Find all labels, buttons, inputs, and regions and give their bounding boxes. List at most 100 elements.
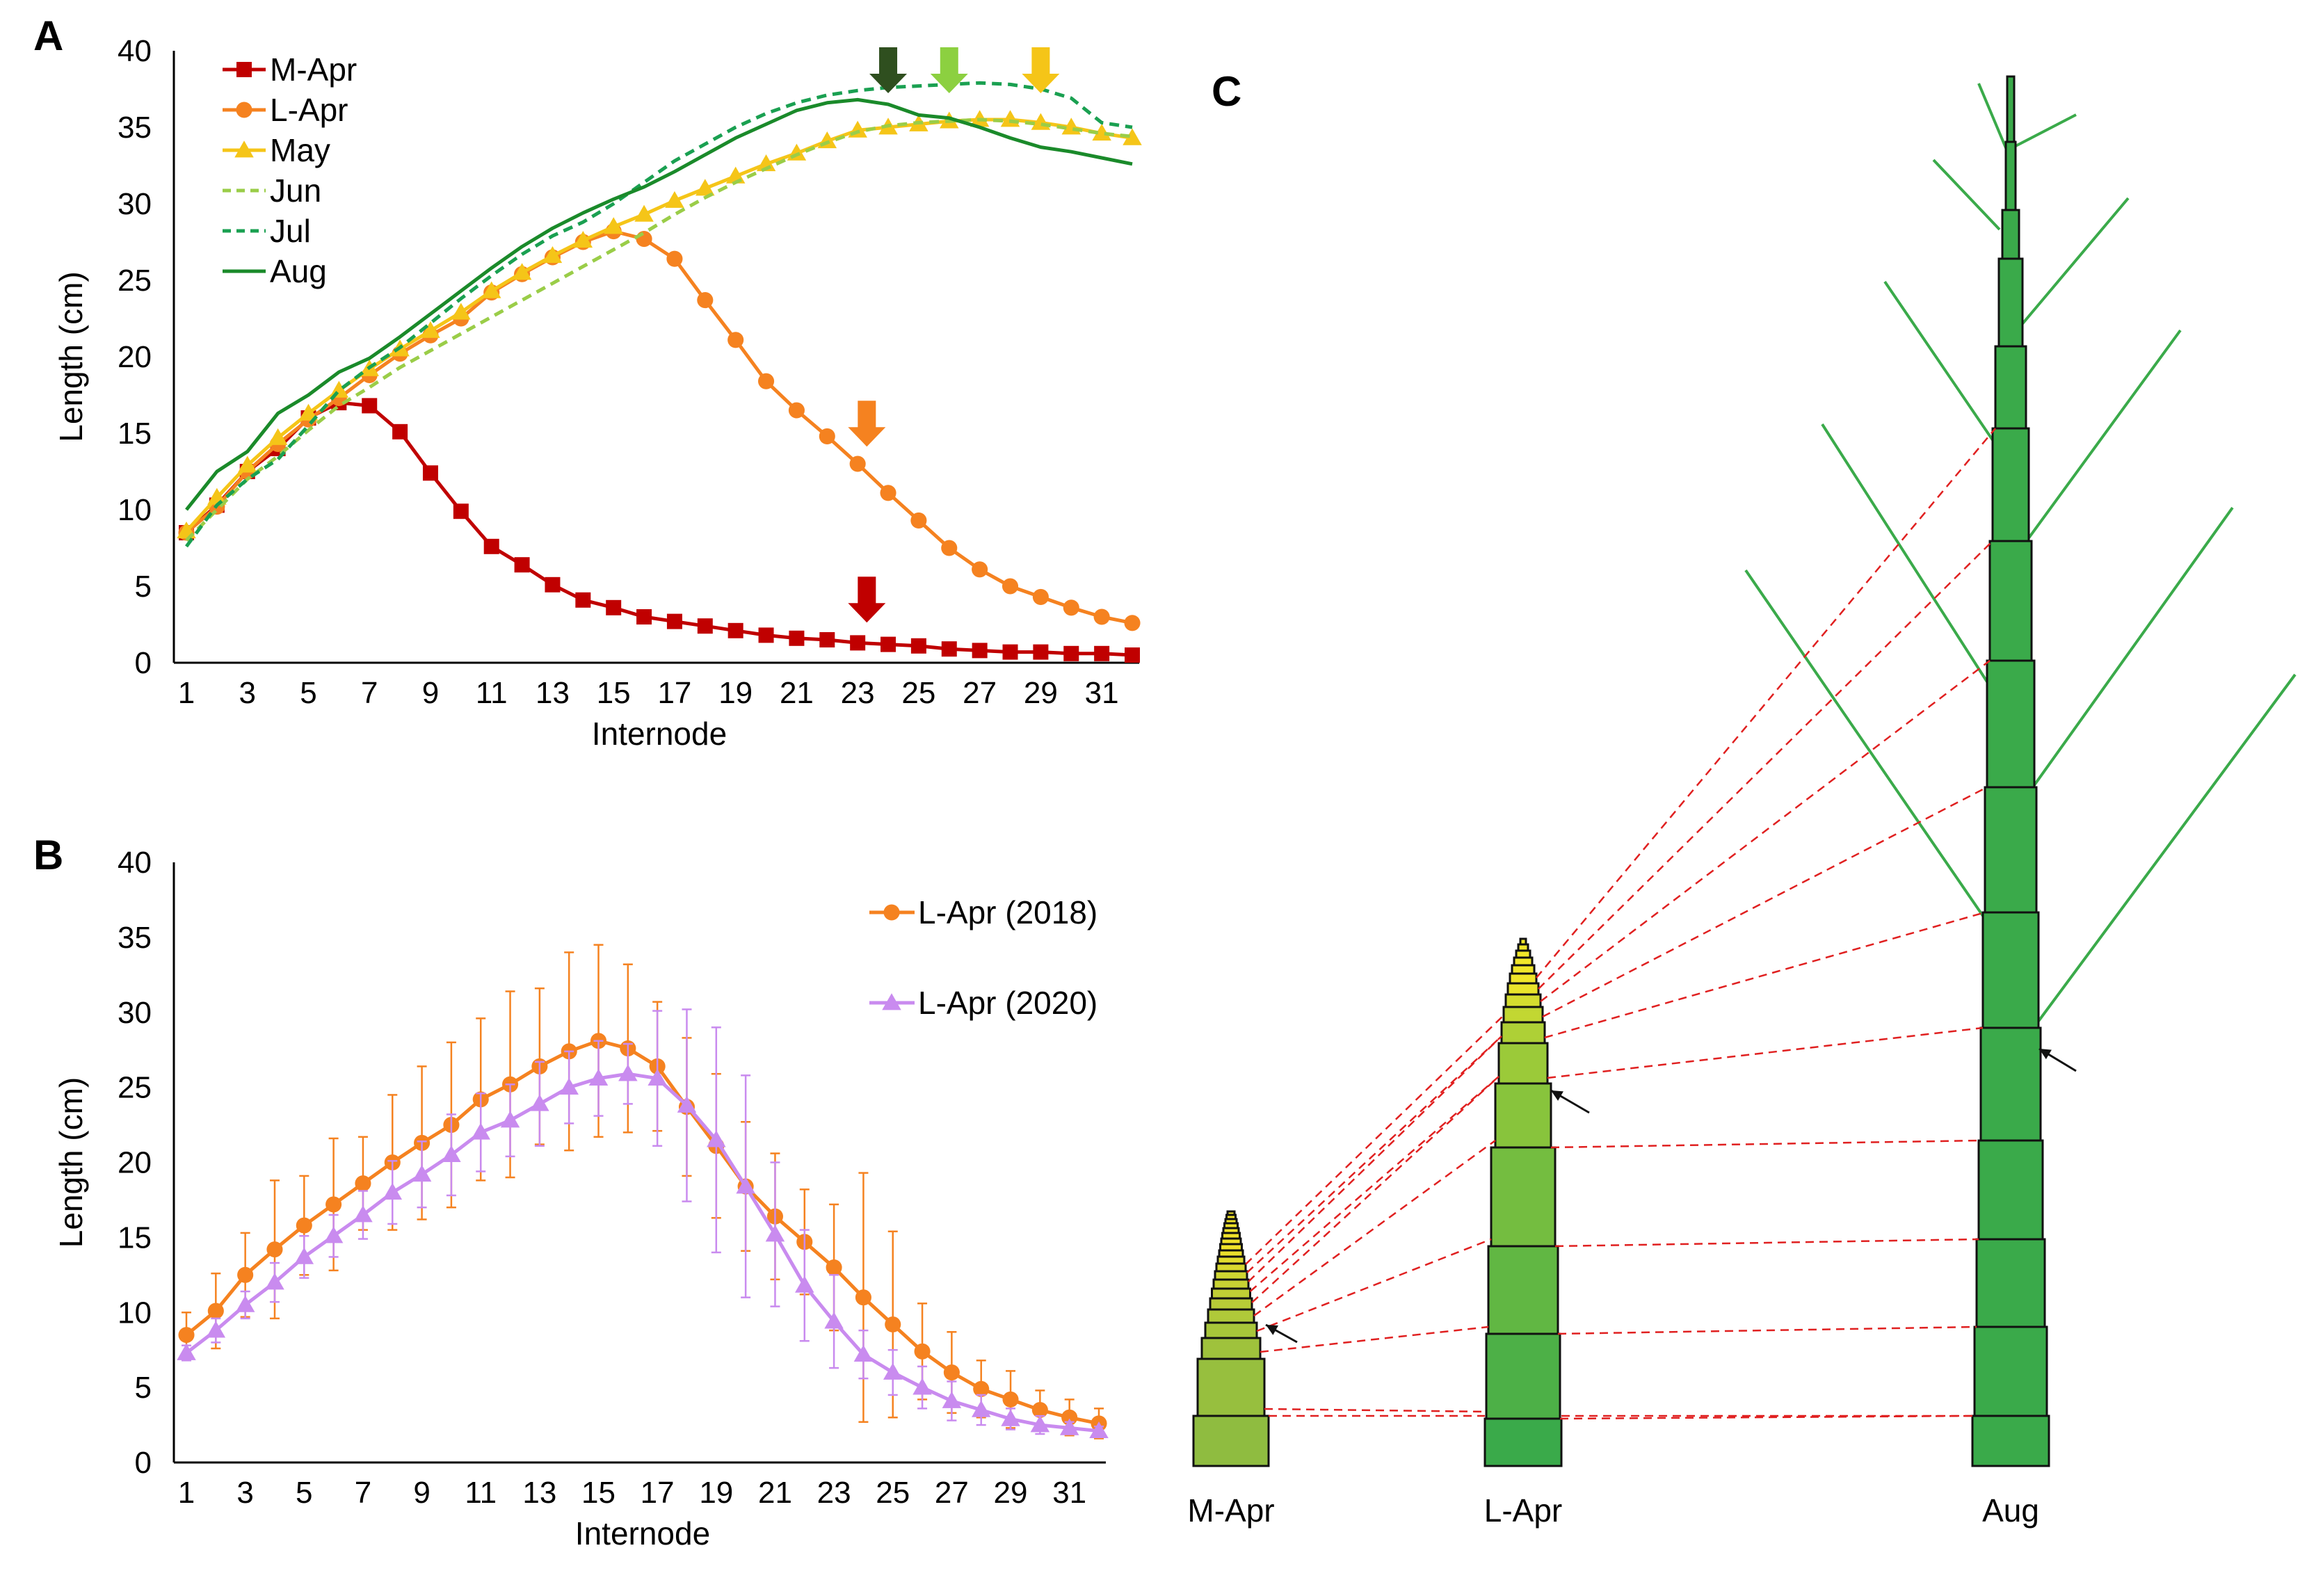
- data-point: [294, 1247, 314, 1264]
- data-point: [1063, 599, 1079, 616]
- data-point: [606, 599, 622, 615]
- panel-a-label: A: [33, 13, 63, 59]
- panel-b-legend: L-Apr (2018) L-Apr (2020): [869, 894, 1097, 1021]
- legend-label: L-Apr (2018): [918, 894, 1097, 930]
- data-point: [910, 512, 927, 529]
- data-point: [1032, 588, 1049, 605]
- data-point: [362, 398, 378, 414]
- x-axis-label: Internode: [592, 716, 727, 752]
- legend-label: Jun: [270, 172, 321, 209]
- data-point: [1124, 615, 1141, 631]
- data-point: [756, 154, 776, 172]
- data-point: [880, 485, 896, 501]
- data-point: [471, 1122, 490, 1140]
- data-point: [942, 1391, 962, 1408]
- x-tick-label: 1: [178, 676, 195, 710]
- x-tick-label: 9: [413, 1476, 430, 1510]
- internode: [1487, 1245, 1559, 1335]
- data-point: [634, 204, 654, 222]
- data-point: [235, 1295, 255, 1312]
- internode: [1509, 972, 1538, 985]
- data-point: [1002, 1391, 1019, 1408]
- y-axis-label: Length (cm): [53, 271, 89, 442]
- arrow-icon: [848, 401, 886, 447]
- data-point: [850, 635, 866, 651]
- data-point: [819, 428, 835, 444]
- link-line: [1554, 1238, 1979, 1248]
- branch: [1821, 423, 1991, 686]
- x-axis-label: Internode: [575, 1515, 710, 1551]
- x-tick-label: 13: [522, 1476, 556, 1510]
- branch: [1932, 159, 2001, 231]
- data-point: [237, 456, 257, 473]
- link-line: [1544, 911, 1986, 1039]
- internode: [1207, 1308, 1255, 1324]
- data-point: [973, 1380, 990, 1397]
- link-line: [1542, 786, 1988, 1018]
- data-point: [323, 1226, 344, 1243]
- data-point: [383, 1182, 403, 1200]
- data-point: [648, 1068, 667, 1086]
- data-point: [665, 191, 684, 208]
- link-line: [1251, 1076, 1499, 1303]
- series-line: [185, 401, 1133, 657]
- marker-arrows: [1265, 1047, 2077, 1344]
- data-point: [1059, 1418, 1079, 1435]
- data-point: [1033, 644, 1049, 660]
- x-tick-label: 31: [1085, 676, 1119, 710]
- x-tick-label: 5: [300, 676, 316, 710]
- data-point: [325, 1196, 342, 1213]
- data-point: [1123, 128, 1142, 145]
- culm-tip: [2006, 75, 2016, 143]
- data-point: [296, 1217, 312, 1234]
- data-point: [618, 1064, 638, 1081]
- internode: [1212, 1278, 1250, 1290]
- data-point: [853, 1344, 874, 1362]
- internode: [1200, 1337, 1262, 1360]
- data-point: [824, 1312, 844, 1329]
- y-tick-label: 40: [118, 34, 152, 68]
- series-line: [185, 118, 1133, 542]
- data-point: [451, 303, 471, 320]
- internode: [1981, 911, 2040, 1029]
- x-tick-label: 23: [817, 1476, 851, 1510]
- internode: [1504, 993, 1542, 1008]
- branch: [1977, 83, 2008, 150]
- y-axis-label: Length (cm): [53, 1077, 89, 1248]
- x-tick-label: 5: [296, 1476, 312, 1510]
- legend-marker: [883, 904, 900, 921]
- internode: [1494, 1082, 1552, 1149]
- stage-labels: M-Apr L-Apr Aug: [1187, 1492, 2039, 1529]
- link-line: [1557, 1325, 1977, 1335]
- legend-marker: [882, 993, 901, 1010]
- legend-marker: [236, 102, 252, 118]
- legend-label: L-Apr: [270, 92, 348, 128]
- x-tick-label: 13: [536, 676, 570, 710]
- link-line: [1256, 1238, 1492, 1332]
- data-point: [298, 403, 319, 421]
- stage-label: L-Apr: [1484, 1492, 1562, 1529]
- internode: [1226, 1210, 1236, 1216]
- link-line: [1253, 1139, 1496, 1317]
- legend-label: Jul: [270, 213, 311, 249]
- data-point: [573, 231, 593, 248]
- x-tick-label: 21: [780, 676, 814, 710]
- branch: [2016, 197, 2130, 332]
- data-point: [268, 428, 288, 445]
- x-tick-label: 3: [239, 676, 255, 710]
- pointer-arrow-icon: [1266, 1325, 1278, 1335]
- internode: [1513, 956, 1534, 967]
- branches: [1744, 83, 2297, 1038]
- y-tick-label: 10: [118, 1296, 152, 1330]
- y-tick-label: 20: [118, 340, 152, 374]
- internode: [1977, 1139, 2044, 1241]
- x-tick-label: 3: [236, 1476, 253, 1510]
- x-tick-label: 21: [758, 1476, 792, 1510]
- legend-marker: [236, 62, 252, 77]
- data-point: [636, 231, 652, 248]
- data-point: [178, 1327, 195, 1344]
- data-point: [765, 1225, 785, 1242]
- y-tick-label: 20: [118, 1146, 152, 1180]
